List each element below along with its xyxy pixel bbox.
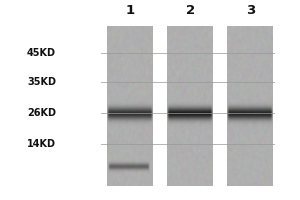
Text: 45KD: 45KD <box>27 48 56 58</box>
Text: 14KD: 14KD <box>27 139 56 149</box>
Text: 26KD: 26KD <box>27 108 56 118</box>
Text: 1: 1 <box>126 4 135 18</box>
Text: 35KD: 35KD <box>27 77 56 87</box>
Text: 2: 2 <box>186 4 195 18</box>
Text: 3: 3 <box>246 4 255 18</box>
